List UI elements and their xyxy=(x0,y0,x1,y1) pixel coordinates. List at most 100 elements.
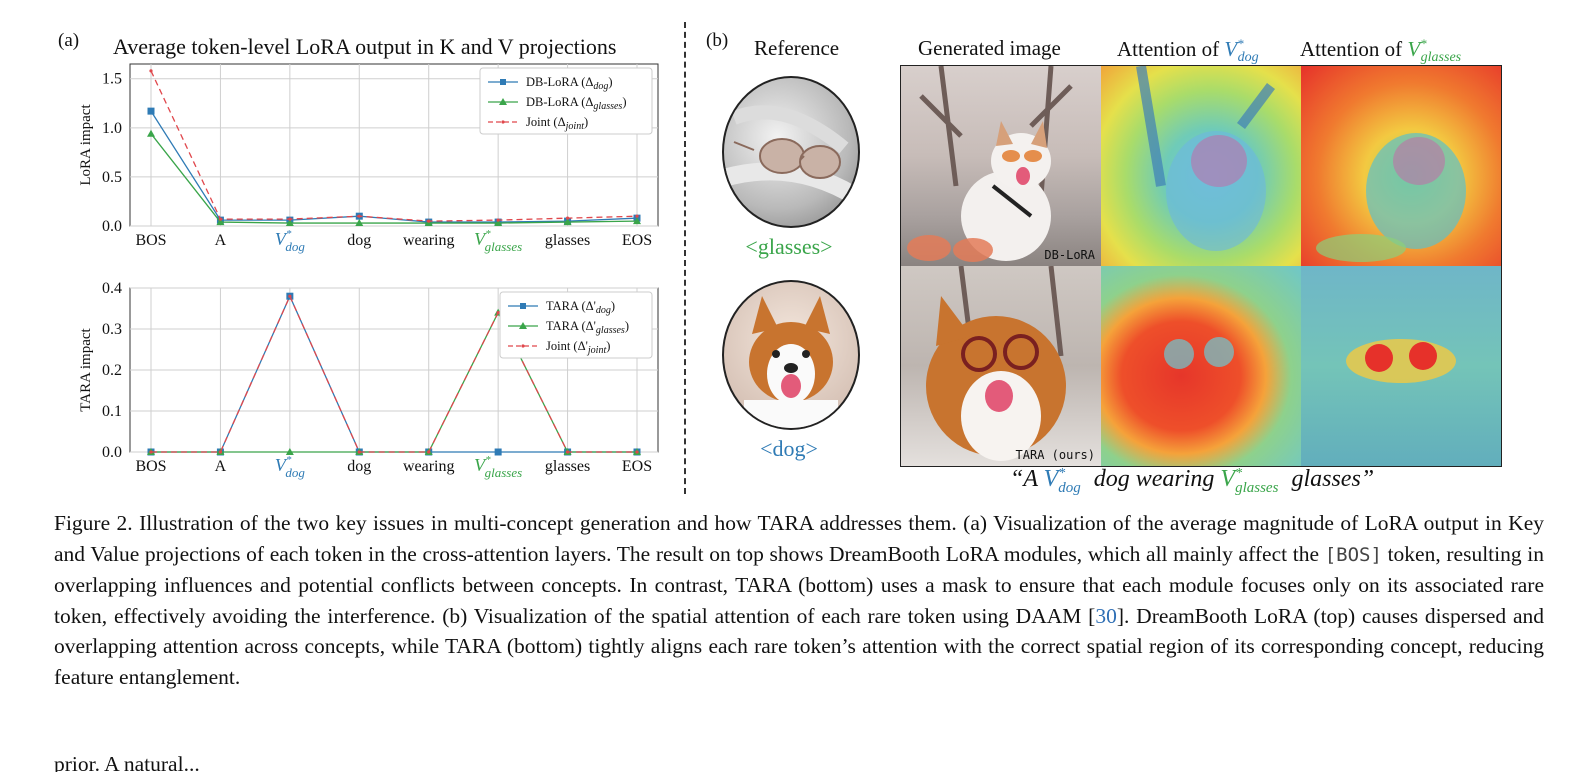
caption-part-2: token, resulting in overlapping influenc… xyxy=(54,541,1545,628)
data-point xyxy=(494,219,503,227)
lora-impact-chart: 0.0 0.5 1.0 1.5 BOS A V* dog dog wearing V* glasses… xyxy=(78,63,659,254)
col-head-attn-dog: Attention of V*dog xyxy=(1117,36,1265,66)
attn-dog-prefix: Attention of xyxy=(1117,37,1225,61)
prompt-text: “A V*dog dog wearing V*glasses glasses” xyxy=(1010,466,1374,497)
legend-label: Joint (Δ'joint) xyxy=(546,339,610,356)
y-tick-label: 0.2 xyxy=(102,362,122,379)
data-point xyxy=(357,450,361,454)
prompt-end: glasses” xyxy=(1285,466,1375,492)
x-tick-label: BOS xyxy=(135,458,166,475)
data-point xyxy=(218,450,223,454)
legend-label: Joint (Δjoint) xyxy=(526,115,588,132)
x-tick-label: EOS xyxy=(622,458,652,475)
dblora-attn-glasses-overlay xyxy=(1316,133,1466,262)
x-tick-label: wearing xyxy=(403,232,455,249)
x-tick-label: A xyxy=(215,232,227,249)
x-tick-label: BOS xyxy=(135,232,166,249)
data-point xyxy=(565,450,570,454)
x-tick-label: dog xyxy=(347,232,371,249)
legend-box xyxy=(479,67,653,135)
reference-dog-image xyxy=(722,280,860,430)
prompt-mid: dog wearing xyxy=(1087,466,1221,492)
chart-title: Average token-level LoRA output in K and… xyxy=(113,34,616,60)
x-tick-label: V* dog xyxy=(275,228,306,254)
tara-attn-dog xyxy=(1101,266,1301,466)
data-point xyxy=(149,69,153,73)
row1-tag: DB-LoRA xyxy=(1044,248,1095,262)
data-point xyxy=(357,214,361,218)
dblora-generated-image: DB-LoRA xyxy=(901,66,1101,266)
y-tick-label: 0.3 xyxy=(102,321,122,338)
series-line xyxy=(151,294,637,453)
caption-citation-link[interactable]: 30 xyxy=(1095,603,1117,628)
legend-marker xyxy=(521,344,525,348)
legend-marker xyxy=(499,98,507,105)
series-line xyxy=(150,133,638,224)
data-point xyxy=(427,219,431,223)
y-axis-label: TARA impact xyxy=(78,327,94,411)
y-tick-label: 0.4 xyxy=(102,280,122,297)
y-tick-label: 0.1 xyxy=(102,403,122,420)
x-tick-label: V* glasses xyxy=(474,228,522,254)
dog-sketch xyxy=(744,296,838,428)
data-point xyxy=(496,218,500,222)
col-head-attn-glasses: Attention of V*glasses xyxy=(1300,36,1467,66)
data-point xyxy=(563,218,572,226)
x-tick-label: EOS xyxy=(622,232,652,249)
legend-box xyxy=(499,291,653,359)
data-point xyxy=(149,450,153,454)
tara-impact-chart: 0.0 0.1 0.2 0.3 0.4 BOS A V* dog dog wearing V* glas… xyxy=(78,280,659,480)
data-point xyxy=(285,219,294,227)
prompt-dog-token: V*dog xyxy=(1043,466,1081,496)
data-point xyxy=(427,450,431,454)
y-tick-label: 1.0 xyxy=(102,120,122,137)
prompt-open: “A xyxy=(1010,466,1044,492)
series-line xyxy=(150,70,638,222)
x-tick-label: glasses xyxy=(545,458,590,475)
data-point xyxy=(633,217,641,225)
chart-title-text: Average token-level LoRA output in K and… xyxy=(113,34,617,59)
x-tick-label: dog xyxy=(347,458,371,475)
col-head-generated: Generated image xyxy=(918,36,1061,60)
data-point xyxy=(496,311,500,315)
panel-b-label: (b) xyxy=(706,30,729,51)
caption-part-3: ]. DreamBooth LoRA (top) causes disperse… xyxy=(54,603,1544,689)
attn-glasses-token: V*glasses xyxy=(1407,36,1462,66)
legend-marker xyxy=(500,79,506,85)
y-tick-label: 0.0 xyxy=(102,218,122,235)
tara-scene xyxy=(926,266,1066,461)
data-point xyxy=(218,217,223,221)
panel-a-label: (a) xyxy=(58,30,80,51)
data-point xyxy=(288,294,292,298)
dblora-scene xyxy=(907,66,1073,262)
x-tick-label: A xyxy=(215,458,227,475)
caption-part-1: Figure 2. Illustration of the two key is… xyxy=(54,511,1544,566)
data-point xyxy=(147,107,155,115)
y-tick-label: 1.5 xyxy=(102,71,122,88)
attn-dog-token: V*dog xyxy=(1224,36,1259,66)
data-point xyxy=(288,217,292,221)
x-tick-label: V* glasses xyxy=(474,454,522,480)
attn-glasses-prefix: Attention of xyxy=(1300,37,1408,61)
data-point xyxy=(355,219,364,227)
reference-glasses-image xyxy=(722,76,860,228)
panel-divider xyxy=(684,22,686,494)
data-point xyxy=(635,450,639,454)
tara-attn-glasses-overlay xyxy=(1346,339,1456,383)
row2-tag: TARA (ours) xyxy=(1015,448,1095,462)
figure-caption: Figure 2. Illustration of the two key is… xyxy=(54,508,1544,692)
prompt-glasses-token: V*glasses xyxy=(1220,466,1279,496)
tara-attn-dog-overlay xyxy=(1164,337,1234,369)
body-text-fragment: prior. A natural... xyxy=(54,752,200,772)
dblora-attn-dog-overlay xyxy=(1136,66,1275,251)
data-point xyxy=(285,448,294,455)
ref-dog-label: <dog> xyxy=(760,436,818,461)
legend-label: TARA (Δ'dog) xyxy=(546,299,615,316)
legend-label: DB-LoRA (Δglasses) xyxy=(526,95,627,112)
data-point xyxy=(147,129,155,137)
data-point xyxy=(494,448,502,456)
x-tick-label: glasses xyxy=(545,232,590,249)
x-tick-label: V* dog xyxy=(275,454,306,480)
x-tick-label: wearing xyxy=(403,458,455,475)
caption-bos-token: [BOS] xyxy=(1324,543,1382,566)
